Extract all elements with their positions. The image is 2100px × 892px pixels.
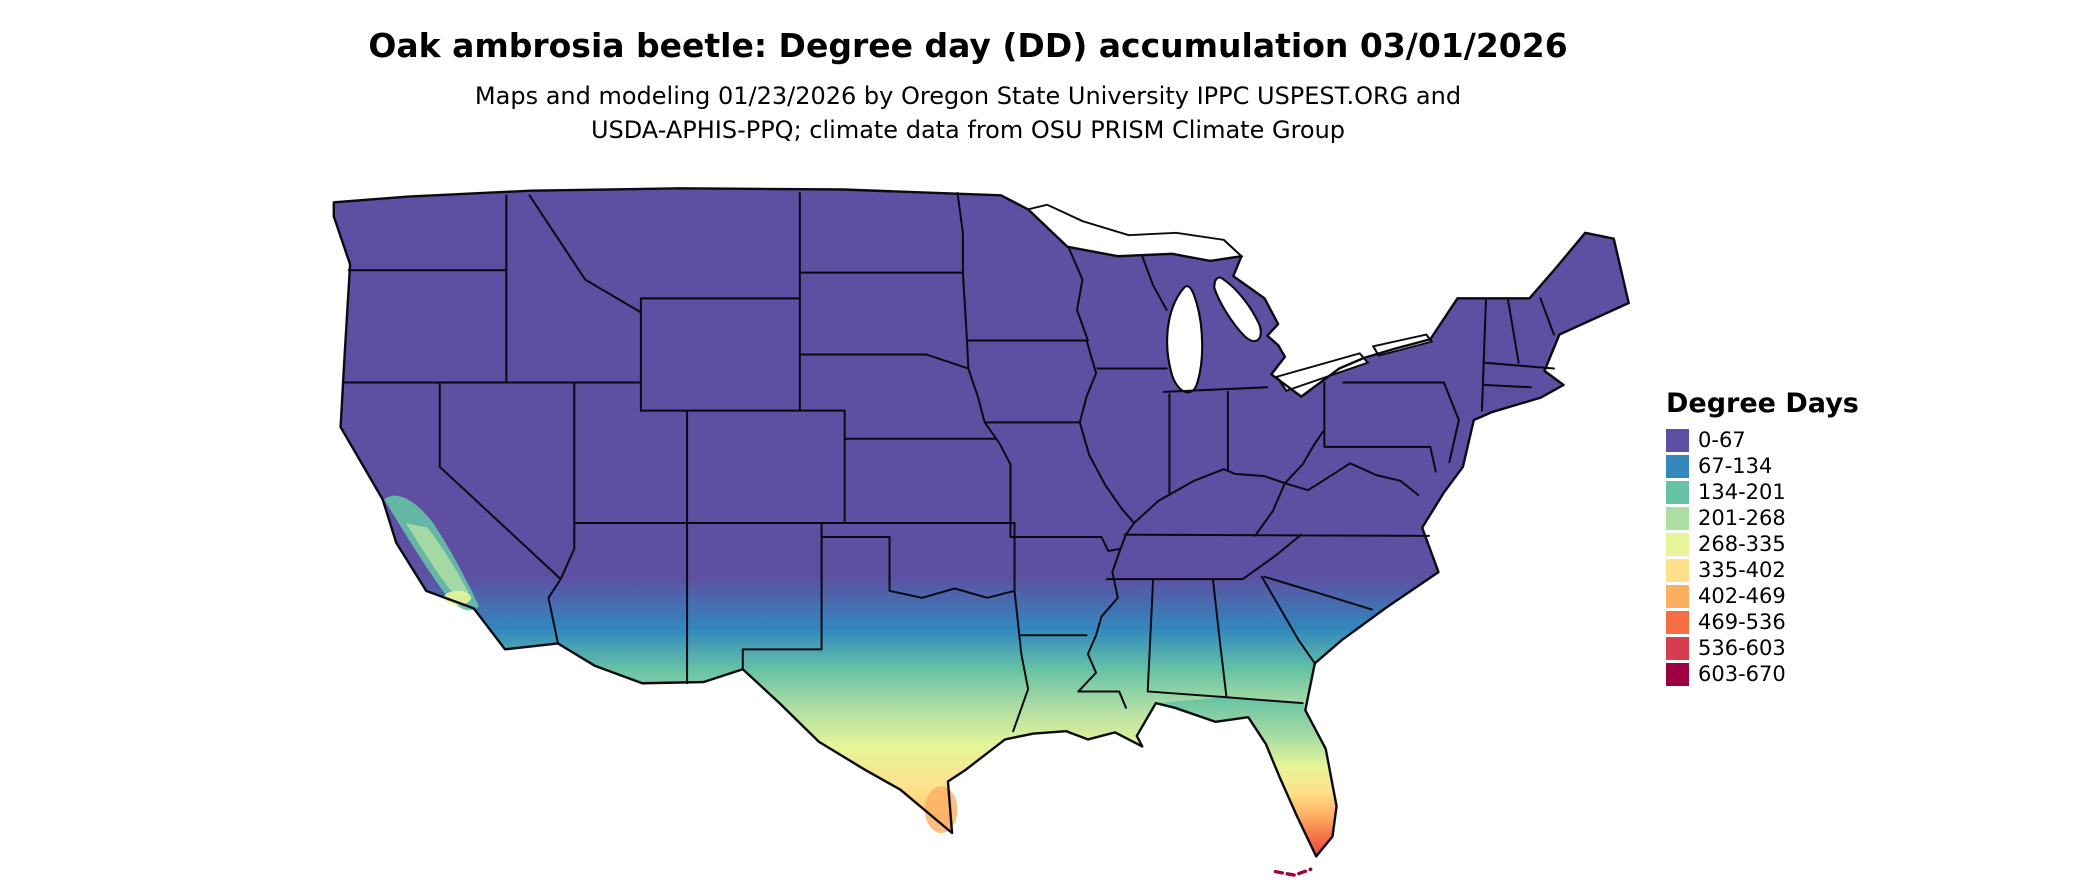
- legend-item-label: 402-469: [1698, 584, 1786, 608]
- legend-swatch: [1666, 454, 1689, 478]
- us-outline-stroke: [334, 188, 1629, 856]
- legend-item: 134-201: [1666, 479, 1859, 505]
- legend-swatch: [1666, 506, 1689, 530]
- us-degree-day-map: [327, 186, 1645, 888]
- legend-swatch: [1666, 636, 1689, 660]
- legend-item-label: 603-670: [1698, 662, 1786, 686]
- legend-item: 536-603: [1666, 635, 1859, 661]
- florida-hot-region: [1155, 697, 1337, 857]
- legend-item-label: 67-134: [1698, 454, 1773, 478]
- map-title: Oak ambrosia beetle: Degree day (DD) acc…: [368, 26, 1568, 65]
- lake-huron: [1213, 276, 1262, 342]
- legend-item: 335-402: [1666, 557, 1859, 583]
- california-valley-inner-region: [405, 522, 469, 597]
- legend-item: 0-67: [1666, 427, 1859, 453]
- lake-erie: [1275, 352, 1370, 392]
- legend-swatch: [1666, 532, 1689, 556]
- legend-item-label: 0-67: [1698, 428, 1746, 452]
- lake-michigan: [1166, 285, 1204, 394]
- state-borders: [343, 193, 1554, 731]
- legend-swatch: [1666, 428, 1689, 452]
- legend-swatch: [1666, 558, 1689, 582]
- legend-item: 469-536: [1666, 609, 1859, 635]
- legend-item-label: 335-402: [1698, 558, 1786, 582]
- legend-swatch: [1666, 480, 1689, 504]
- legend-item: 67-134: [1666, 453, 1859, 479]
- legend-item-label: 536-603: [1698, 636, 1786, 660]
- legend: Degree Days 0-67 67-134 134-201 201-268 …: [1666, 388, 1859, 687]
- legend-item-label: 134-201: [1698, 480, 1786, 504]
- florida-keys: [1275, 869, 1310, 875]
- socal-warm-spot: [443, 590, 472, 605]
- map-subtitle-line1: Maps and modeling 01/23/2026 by Oregon S…: [474, 82, 1462, 110]
- legend-item-label: 469-536: [1698, 610, 1786, 634]
- legend-item-label: 201-268: [1698, 506, 1786, 530]
- legend-swatch: [1666, 584, 1689, 608]
- legend-item: 268-335: [1666, 531, 1859, 557]
- legend-item-label: 268-335: [1698, 532, 1786, 556]
- legend-item: 603-670: [1666, 661, 1859, 687]
- great-lakes: [1026, 203, 1434, 394]
- legend-swatch: [1666, 662, 1689, 686]
- legend-swatch: [1666, 610, 1689, 634]
- map-subtitle-line2: USDA-APHIS-PPQ; climate data from OSU PR…: [590, 115, 1346, 144]
- legend-title: Degree Days: [1666, 388, 1859, 419]
- legend-item: 201-268: [1666, 505, 1859, 531]
- legend-item: 402-469: [1666, 583, 1859, 609]
- map-subtitle: Maps and modeling 01/23/2026 by Oregon S…: [0, 80, 1936, 147]
